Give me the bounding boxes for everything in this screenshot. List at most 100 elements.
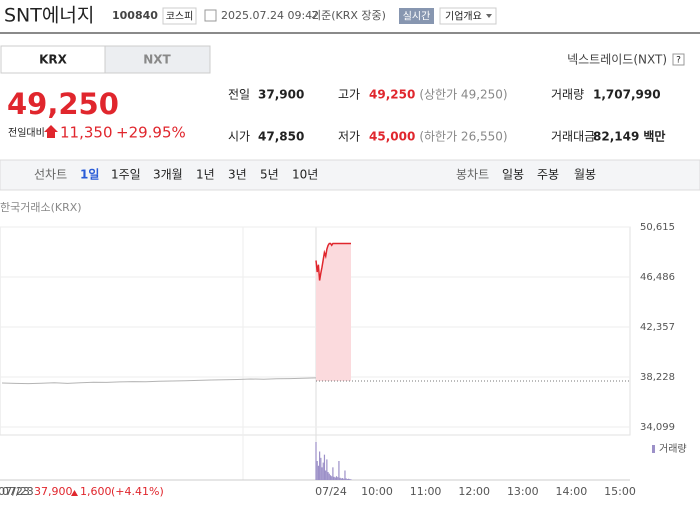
stat-label: 저가 xyxy=(338,130,360,144)
tab-krx[interactable] xyxy=(0,45,106,74)
y-tick-label: 46,486 xyxy=(640,272,675,283)
footer-up xyxy=(71,490,78,496)
period-button[interactable]: 1주일 xyxy=(111,168,141,182)
stat-value: 45,000 xyxy=(369,130,415,144)
stat-label: 거래대금 xyxy=(551,130,595,144)
footer-rate: (+4.41%) xyxy=(111,485,164,498)
volume-bar xyxy=(327,472,329,480)
stat-value: 1,707,990 xyxy=(593,88,661,102)
x-label: 14:00 xyxy=(556,485,588,498)
change: 11,350 xyxy=(60,124,113,142)
market-badge xyxy=(162,7,197,25)
chart: 50,615 46,486 42,357 38,228 34,099 07/23 07/24… xyxy=(0,222,675,498)
volume-bar xyxy=(340,478,342,480)
company-button[interactable] xyxy=(439,7,497,25)
price: 49,250 xyxy=(7,87,119,121)
tab-label[interactable]: KRX xyxy=(39,53,68,67)
volume-bar xyxy=(350,479,352,480)
stat-label: 고가 xyxy=(338,88,360,102)
period-button[interactable]: 3개월 xyxy=(153,168,183,182)
stock-code: 100840 xyxy=(112,9,158,22)
volume-bar xyxy=(331,476,333,480)
company-info[interactable]: 기업개요 xyxy=(445,10,482,23)
basis: 기준(KRX 장중) xyxy=(311,9,386,22)
source: 한국거래소(KRX) xyxy=(0,201,82,214)
rate: +29.95% xyxy=(116,124,186,142)
realtime: 실시간 xyxy=(403,11,431,23)
y-tick-label: 42,357 xyxy=(640,322,675,333)
volume-bar xyxy=(345,478,347,480)
volume-bar xyxy=(317,465,320,480)
stat-note: (하한가 26,550) xyxy=(419,130,507,144)
stat-label: 시가 xyxy=(228,130,250,144)
x-label: 07/24 xyxy=(315,485,347,498)
volume-bar xyxy=(346,479,348,480)
volume-bar xyxy=(319,451,321,480)
stats: 전일 37,900 고가 49,250 (상한가 49,250) 거래량 1,707,990… xyxy=(228,88,665,144)
volume-bar xyxy=(334,477,336,480)
volume-bar xyxy=(349,479,351,480)
volume-bar xyxy=(343,478,345,480)
period-button[interactable]: 1일 xyxy=(80,168,99,182)
volume-bar xyxy=(332,467,334,480)
volume-bar xyxy=(344,470,346,480)
volume-bar xyxy=(328,473,330,480)
volume-bar xyxy=(338,461,340,480)
toolbar-items: 선차트 1일 1주일 3개월 1년 3년 5년 10년 봉차트 일봉 주봉 월봉 xyxy=(34,168,596,182)
volume-bar xyxy=(316,461,318,480)
volume-bar xyxy=(329,475,332,480)
volume-bar xyxy=(323,454,326,480)
toolbar xyxy=(0,159,700,191)
volume-bar xyxy=(322,462,324,480)
volume-bar xyxy=(339,477,341,480)
price-line xyxy=(315,242,351,281)
period-button[interactable]: 10년 xyxy=(292,168,318,182)
footer-change: 1,600 xyxy=(80,485,112,498)
stat-label: 거래량 xyxy=(551,88,584,102)
stat-note: (상한가 49,250) xyxy=(419,88,507,102)
volume-bar xyxy=(335,476,338,480)
volume-bar xyxy=(320,457,322,480)
stat-unit: 백만 xyxy=(643,129,665,144)
realtime-badge xyxy=(399,8,434,24)
volume-bar xyxy=(315,442,317,480)
stock-name: SNT에너지 xyxy=(4,5,94,27)
volume-bar xyxy=(333,476,335,480)
period-button[interactable]: 5년 xyxy=(260,168,279,182)
footer-close: 37,900 xyxy=(34,485,73,498)
header-rule xyxy=(0,32,700,34)
help-box[interactable] xyxy=(672,53,685,66)
volume-legend: 거래량 xyxy=(659,443,687,455)
footer-date: 07/23 xyxy=(2,485,34,498)
stat-value: 47,850 xyxy=(258,130,304,144)
help[interactable]: ? xyxy=(676,56,681,66)
volume-bar xyxy=(347,478,350,480)
x-label: 11:00 xyxy=(410,485,442,498)
candle-button[interactable]: 주봉 xyxy=(537,168,559,182)
x-label: 12:00 xyxy=(458,485,490,498)
price-line xyxy=(1,377,317,385)
volume-bar xyxy=(326,459,328,480)
market: 코스피 xyxy=(166,11,194,23)
stat-value: 49,250 xyxy=(369,88,415,102)
candle-button[interactable]: 월봉 xyxy=(574,168,596,182)
nxt-link[interactable]: 넥스트레이드(NXT) xyxy=(567,53,667,67)
volume-legend-swatch xyxy=(652,445,655,453)
dropdown-arrow xyxy=(486,14,492,18)
plot-frame xyxy=(0,226,631,436)
price-area xyxy=(316,243,351,381)
tab-nxt[interactable] xyxy=(104,45,211,74)
x-label: 10:00 xyxy=(361,485,393,498)
stat-label: 전일 xyxy=(228,88,250,102)
x-label: 07/23 xyxy=(0,485,30,498)
stat-value: 82,149 xyxy=(593,130,639,144)
calendar-icon xyxy=(204,9,217,22)
period-button[interactable]: 3년 xyxy=(228,168,247,182)
volume-bar xyxy=(341,478,344,480)
candle-button[interactable]: 일봉 xyxy=(502,168,524,182)
period-button[interactable]: 1년 xyxy=(196,168,215,182)
tab-label[interactable]: NXT xyxy=(143,53,171,67)
